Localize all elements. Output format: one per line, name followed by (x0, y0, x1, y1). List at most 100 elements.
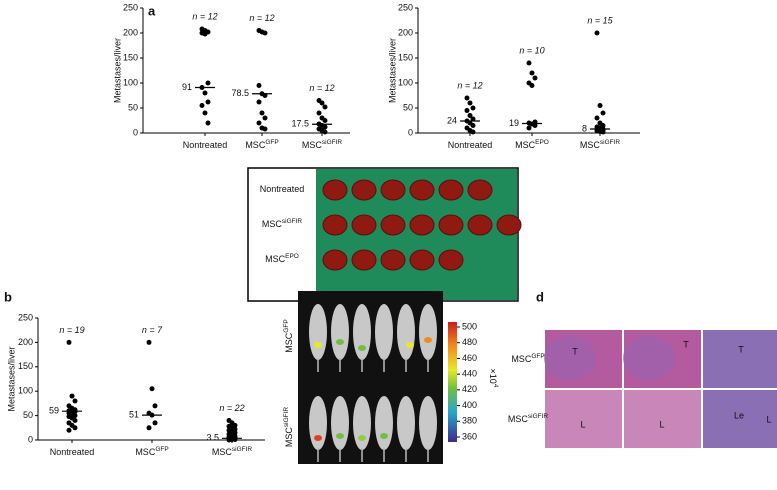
data-point (467, 100, 473, 106)
liver (438, 249, 464, 271)
data-point (529, 83, 535, 88)
imaging-row-label-base: MSC (284, 427, 294, 448)
y-tick-label: 150 (18, 361, 33, 371)
y-tick-label: 0 (408, 127, 413, 137)
x-tick-label-base: MSC (245, 140, 266, 150)
x-tick-label-sup: siGFIR (232, 446, 253, 453)
colorbar-tick-label: 460 (462, 353, 477, 363)
x-tick-label-sup: EPO (535, 139, 549, 146)
data-point (316, 110, 322, 116)
mouse (309, 304, 327, 360)
data-point (529, 70, 535, 76)
n-label: n = 12 (249, 13, 274, 23)
tissue-label: T (738, 344, 744, 354)
x-tick-label-sup: siGFIR (322, 139, 343, 146)
data-point (152, 403, 158, 409)
photo-row-label-sup: siGFIR (282, 218, 303, 225)
x-tick-label-base: MSC (515, 140, 536, 150)
data-point (202, 90, 208, 96)
mouse (353, 396, 371, 450)
tissue-label: T (683, 339, 689, 349)
liver (438, 179, 464, 201)
tissue-label: T (572, 346, 578, 356)
liver (409, 249, 435, 271)
data-point (467, 113, 473, 118)
data-point (470, 105, 476, 111)
liver-photo (322, 179, 522, 271)
x-tick-label: MSCsiGFIR (212, 446, 253, 457)
liver (322, 249, 348, 271)
median-label: 91 (182, 82, 192, 92)
x-tick-label-base: MSC (580, 140, 601, 150)
mouse-images (309, 304, 437, 462)
y-tick-label: 200 (123, 27, 138, 37)
photo-row-label-sup: EPO (285, 253, 299, 260)
tumor-region (544, 336, 596, 380)
data-point (526, 60, 532, 66)
colorbar-tick-label: 440 (462, 369, 477, 379)
data-point (594, 115, 600, 121)
x-tick-label: Nontreated (50, 447, 95, 457)
data-point (470, 129, 476, 135)
data-point (259, 110, 265, 116)
x-tick-label-base: MSC (135, 447, 156, 457)
liver (351, 179, 377, 201)
y-axis-title: Metastases/liver (6, 346, 16, 411)
liver (322, 179, 348, 201)
y-tick-label: 200 (398, 27, 413, 37)
mouse (419, 396, 437, 450)
colorbar-unit-base: ×10 (488, 369, 498, 384)
y-tick-label: 250 (123, 2, 138, 12)
colorbar-tick-label: 400 (462, 400, 477, 410)
tumor-region (623, 336, 675, 380)
liver (380, 249, 406, 271)
y-tick-label: 150 (398, 52, 413, 62)
y-tick-label: 200 (18, 337, 33, 347)
n-label: n = 7 (142, 325, 163, 335)
colorbar-tick-label: 480 (462, 337, 477, 347)
x-tick-label: MSCsiGFIR (302, 139, 343, 150)
data-point (322, 104, 328, 110)
y-tick-label: 50 (128, 102, 138, 112)
n-label: n = 12 (457, 80, 482, 90)
x-tick-label: MSCEPO (515, 139, 549, 150)
mouse (419, 304, 437, 360)
y-tick-label: 100 (398, 77, 413, 87)
histology-row-label-sup: GFP (531, 353, 544, 360)
photo-row-label: Nontreated (260, 184, 305, 194)
liver (409, 214, 435, 236)
median-label: 3.5 (206, 433, 219, 443)
colorbar-unit: ×104 (488, 369, 499, 388)
y-tick-label: 50 (403, 102, 413, 112)
histology-row-label-base: MSC (511, 354, 532, 364)
colorbar-tick-label: 360 (462, 431, 477, 441)
y-tick-label: 100 (18, 386, 33, 396)
data-point (146, 339, 152, 345)
imaging-row-label: MSCGFP (283, 319, 294, 352)
photo-row-label-base: MSC (265, 254, 286, 264)
n-label: n = 19 (59, 325, 84, 335)
tissue-label: L (659, 419, 664, 429)
median-label: 51 (129, 409, 139, 419)
x-tick-label: MSCsiGFIR (580, 139, 621, 150)
data-point (470, 123, 476, 128)
liver (351, 214, 377, 236)
tissue-label: Le (734, 410, 744, 420)
histology-row-label: MSCGFP (511, 353, 544, 364)
data-point (202, 31, 208, 37)
y-tick-label: 100 (123, 77, 138, 87)
signal-spot (314, 435, 322, 441)
mouse (331, 396, 349, 450)
mouse (331, 304, 349, 360)
x-tick-label-sup: siGFIR (600, 139, 621, 146)
data-point (66, 339, 72, 345)
n-label: n = 22 (219, 403, 244, 413)
median-label: 24 (447, 115, 457, 125)
x-tick-label: MSCGFP (135, 446, 168, 457)
imaging-row-label-sup: GFP (283, 319, 290, 332)
liver (467, 179, 493, 201)
n-label: n = 15 (587, 15, 613, 25)
liver (438, 214, 464, 236)
tissue-label: L (580, 419, 585, 429)
mouse (397, 304, 415, 360)
